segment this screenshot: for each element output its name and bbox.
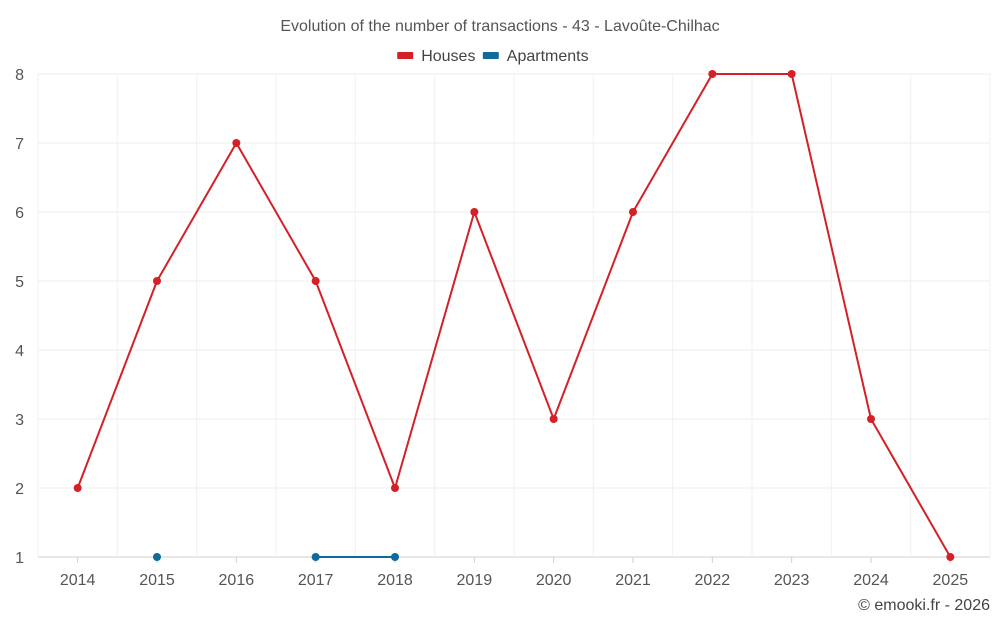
data-point[interactable] bbox=[232, 139, 241, 147]
x-tick-label: 2020 bbox=[536, 572, 572, 589]
x-tick-label: 2017 bbox=[298, 572, 334, 589]
data-point[interactable] bbox=[391, 484, 399, 492]
legend-swatch bbox=[482, 52, 499, 59]
x-tick-label: 2019 bbox=[457, 572, 493, 589]
y-tick-label: 5 bbox=[15, 274, 24, 291]
x-tick-label: 2022 bbox=[695, 572, 731, 589]
x-tick-label: 2015 bbox=[139, 572, 175, 589]
x-tick-label: 2024 bbox=[853, 572, 889, 589]
x-tick-label: 2023 bbox=[774, 572, 810, 589]
data-point[interactable] bbox=[549, 415, 558, 423]
y-tick-label: 3 bbox=[15, 412, 24, 429]
data-point[interactable] bbox=[867, 415, 875, 423]
legend-swatch bbox=[397, 52, 414, 59]
x-tick-label: 2014 bbox=[60, 572, 96, 589]
data-point[interactable] bbox=[391, 553, 399, 561]
y-tick-label: 8 bbox=[15, 67, 24, 84]
x-tick-label: 2021 bbox=[615, 572, 651, 589]
data-point[interactable] bbox=[708, 70, 717, 78]
y-tick-label: 1 bbox=[15, 550, 24, 567]
data-point[interactable] bbox=[73, 484, 82, 492]
legend-label: Houses bbox=[421, 48, 475, 65]
legend-item-apartments[interactable]: Apartments bbox=[482, 48, 589, 65]
data-point[interactable] bbox=[470, 208, 479, 216]
x-tick-label: 2018 bbox=[377, 572, 413, 589]
y-tick-label: 2 bbox=[15, 481, 24, 498]
legend-label: Apartments bbox=[507, 48, 589, 65]
legend-item-houses[interactable]: Houses bbox=[397, 48, 475, 65]
x-tick-label: 2016 bbox=[219, 572, 255, 589]
y-tick-label: 7 bbox=[15, 136, 24, 153]
data-point[interactable] bbox=[629, 208, 637, 216]
data-point[interactable] bbox=[311, 553, 320, 561]
data-point[interactable] bbox=[153, 277, 161, 285]
data-point[interactable] bbox=[787, 70, 796, 78]
legend: Houses Apartments bbox=[397, 48, 589, 65]
data-point[interactable] bbox=[311, 277, 320, 285]
y-tick-label: 6 bbox=[15, 205, 24, 222]
data-point[interactable] bbox=[946, 553, 955, 561]
y-tick-label: 4 bbox=[15, 343, 24, 360]
series-apartments bbox=[153, 553, 399, 561]
series-layer bbox=[73, 70, 955, 561]
series-line bbox=[76, 73, 952, 558]
x-tick-label: 2025 bbox=[933, 572, 969, 589]
credit-text: © emooki.fr - 2026 bbox=[858, 597, 990, 614]
axes: 1 2 3 4 5 6 7 8 2014 2015 2016 2017 2018 2019 2020 2021… bbox=[15, 67, 968, 589]
data-point[interactable] bbox=[153, 553, 161, 561]
chart-title: Evolution of the number of transactions … bbox=[280, 18, 719, 35]
series-houses bbox=[73, 70, 955, 561]
